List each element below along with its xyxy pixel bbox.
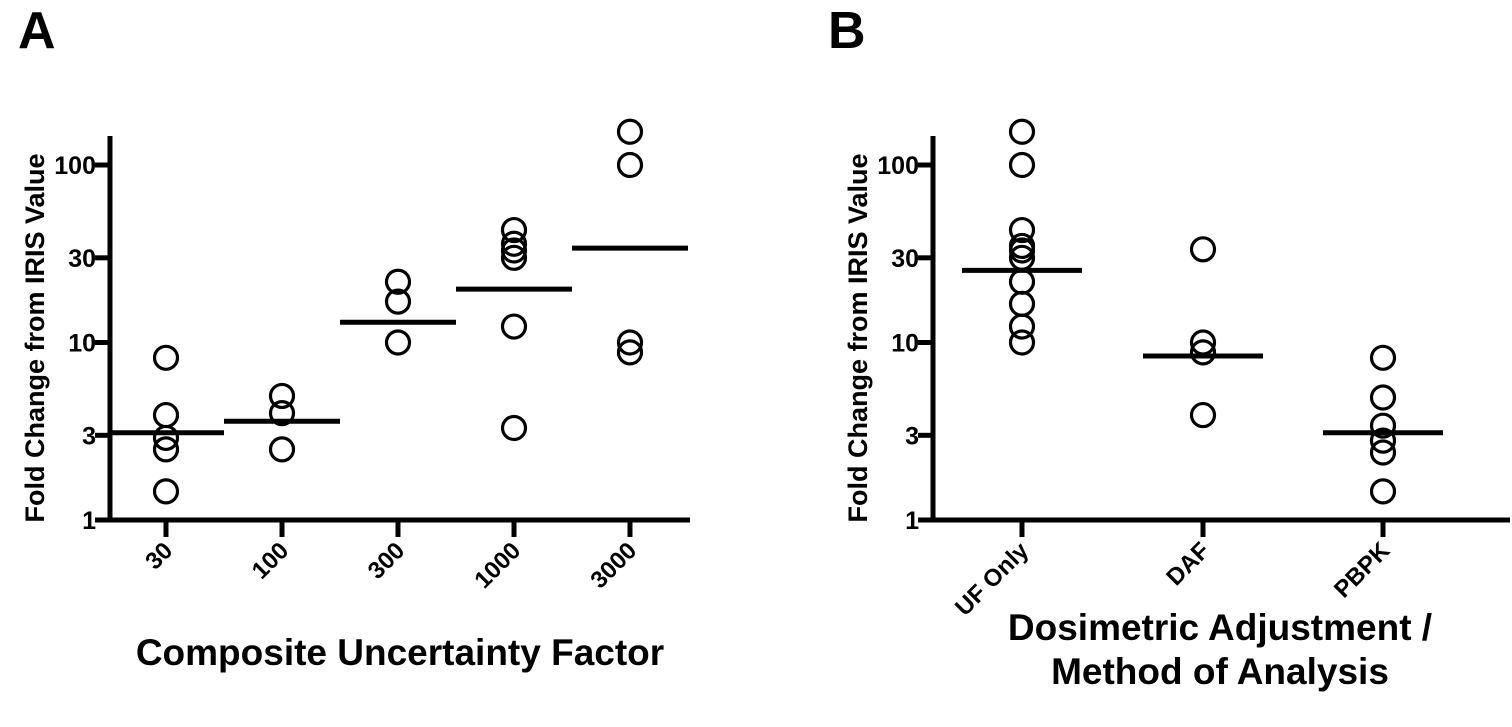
data-point [500,237,528,264]
data-point [1369,427,1397,454]
panel-label: A [18,2,56,60]
data-point [1008,268,1036,295]
data-point [1189,236,1217,263]
data-point [152,344,180,371]
y-tick-label: 100 [54,152,96,180]
data-point [384,268,412,295]
data-point [1369,344,1397,371]
data-point [1008,216,1036,244]
data-point [384,288,412,315]
x-axis-label: Method of Analysis [1051,651,1389,692]
x-tick-label: 1000 [469,537,526,594]
data-point [384,329,412,356]
data-point [152,401,180,429]
data-point [500,216,528,244]
data-point [1369,439,1397,466]
y-tick-label: 1 [905,507,919,535]
data-point [616,151,644,179]
y-tick-label: 3 [82,422,96,450]
data-point [500,244,528,271]
data-point [152,424,180,452]
y-tick-label: 30 [68,245,96,273]
y-tick-label: 10 [68,330,96,358]
y-tick-label: 30 [891,245,919,273]
data-point [1008,151,1036,179]
data-point [1008,290,1036,317]
data-point [1189,339,1217,366]
y-tick-label: 10 [891,330,919,358]
x-tick-label: 300 [363,537,410,584]
data-point [500,414,528,442]
data-point [268,436,296,463]
data-point [1008,237,1036,264]
data-point [1008,329,1036,356]
data-point [616,329,644,356]
y-axis-label: Fold Change from IRIS Value [20,153,50,522]
x-tick-label: PBPK [1329,537,1396,604]
x-tick-label: 3000 [585,537,642,594]
data-point [268,382,296,410]
y-tick-label: 3 [905,422,919,450]
data-point [500,313,528,340]
data-point [1369,384,1397,411]
x-tick-label: DAF [1161,537,1215,591]
panel-label: B [828,2,866,60]
data-point [500,230,528,257]
data-point [152,436,180,463]
x-tick-label: 100 [247,537,294,584]
data-point [1369,412,1397,439]
data-point [616,118,644,145]
x-tick-label: 30 [140,537,178,575]
x-axis-label: Composite Uncertainty Factor [136,632,664,673]
data-point [1008,118,1036,145]
data-point [1369,478,1397,505]
y-tick-label: 100 [877,152,919,180]
data-point [1189,401,1217,429]
y-tick-label: 1 [82,507,96,535]
x-axis-label: Dosimetric Adjustment / [1008,607,1432,648]
data-point [1008,313,1036,340]
data-point [268,400,296,427]
data-point [616,339,644,366]
data-point [152,478,180,505]
y-axis-label: Fold Change from IRIS Value [843,153,873,522]
